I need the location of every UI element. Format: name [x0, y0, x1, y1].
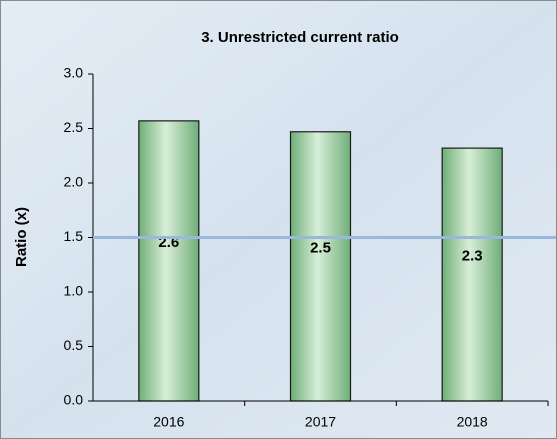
y-tick-label: 0.5	[64, 337, 84, 353]
bar	[289, 131, 352, 402]
bar	[138, 120, 200, 402]
x-tick-label: 2018	[457, 414, 488, 430]
y-tick-label: 2.5	[64, 119, 84, 135]
value-label: 2.3	[462, 248, 483, 265]
y-tick-label: 0.0	[64, 392, 84, 408]
chart-title: 3. Unrestricted current ratio	[201, 29, 399, 46]
y-axis-label: Ratio (x)	[13, 207, 30, 267]
y-tick-label: 1.0	[64, 283, 84, 299]
x-tick-label: 2016	[153, 414, 184, 430]
y-tick-label: 3.0	[64, 65, 84, 81]
y-tick-label: 1.5	[64, 228, 84, 244]
x-tick-label: 2017	[305, 414, 336, 430]
y-tick-label: 2.0	[64, 174, 84, 190]
value-label: 2.5	[310, 239, 331, 256]
bar	[441, 147, 503, 402]
